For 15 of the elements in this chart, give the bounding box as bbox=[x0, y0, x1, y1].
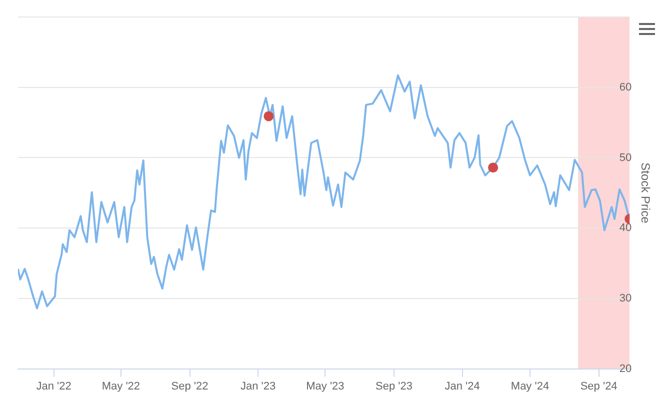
x-tick-label: Jan '22 bbox=[36, 380, 72, 392]
x-tick-label: Sep '24 bbox=[580, 380, 618, 392]
x-tick-label: May '22 bbox=[102, 380, 140, 392]
y-tick-label: 60 bbox=[619, 81, 632, 94]
x-tick-label: May '23 bbox=[306, 380, 344, 392]
y-tick-label: 30 bbox=[619, 292, 632, 304]
x-tick-label: Sep '22 bbox=[171, 380, 208, 392]
x-tick-label: Sep '23 bbox=[376, 380, 413, 392]
y-tick-label: 50 bbox=[619, 152, 632, 164]
x-tick-label: Jan '23 bbox=[240, 380, 276, 392]
y-tick-label: 40 bbox=[619, 222, 632, 234]
y-tick-label: 20 bbox=[619, 362, 632, 375]
x-tick-label: May '24 bbox=[510, 380, 550, 392]
y-axis-title: Stock Price bbox=[638, 162, 652, 224]
x-tick-label: Jan '24 bbox=[444, 380, 480, 392]
